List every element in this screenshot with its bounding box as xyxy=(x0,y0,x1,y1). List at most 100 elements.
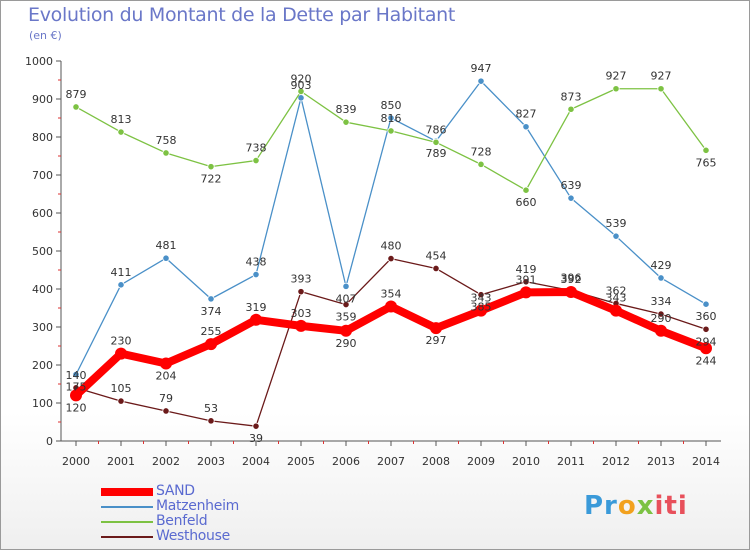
data-label-sand: 391 xyxy=(516,273,537,286)
data-point-matzenheim xyxy=(207,295,215,303)
chart-data-labels: 120 230 204 255 319 303 290 354 297 343 391 392 343 2… xyxy=(66,62,717,445)
y-tick-label: 400 xyxy=(32,283,53,296)
data-label-matzenheim: 481 xyxy=(156,239,177,252)
y-tick-label: 100 xyxy=(32,397,53,410)
data-point-westhouse xyxy=(702,325,710,333)
data-label-benfeld: 722 xyxy=(201,173,222,186)
data-point-westhouse xyxy=(432,264,440,273)
data-point-matzenheim xyxy=(342,282,350,290)
data-point-sand xyxy=(385,300,397,313)
x-tick-label: 2004 xyxy=(242,455,270,468)
data-point-matzenheim xyxy=(522,123,530,131)
data-label-matzenheim: 903 xyxy=(291,79,312,92)
chart-subtitle: (en €) xyxy=(29,29,62,42)
y-tick-label: 300 xyxy=(32,321,53,334)
data-label-westhouse: 105 xyxy=(111,382,132,395)
data-point-benfeld xyxy=(297,87,305,96)
data-label-benfeld: 813 xyxy=(111,113,132,126)
data-label-benfeld: 816 xyxy=(381,112,402,125)
proxiti-logo: Proxiti xyxy=(584,491,688,521)
data-point-benfeld xyxy=(477,160,485,168)
data-label-westhouse: 140 xyxy=(66,369,87,382)
chart-title: Evolution du Montant de la Dette par Hab… xyxy=(28,4,456,26)
data-point-sand xyxy=(655,324,667,337)
x-tick-label: 2011 xyxy=(557,455,585,468)
legend-label: Matzenheim xyxy=(156,498,239,514)
data-label-benfeld: 765 xyxy=(696,156,717,169)
data-label-sand: 244 xyxy=(696,354,717,367)
data-point-sand xyxy=(475,304,487,317)
y-tick-label: 200 xyxy=(32,359,53,372)
data-label-benfeld: 728 xyxy=(471,145,492,158)
data-label-westhouse: 480 xyxy=(381,240,402,253)
data-point-benfeld xyxy=(612,85,620,93)
data-label-sand: 319 xyxy=(246,301,267,314)
legend-swatch xyxy=(101,536,153,538)
x-tick-label: 2012 xyxy=(602,455,630,468)
data-label-benfeld: 873 xyxy=(561,90,582,103)
data-point-matzenheim xyxy=(657,274,665,282)
x-tick-label: 2005 xyxy=(287,455,315,468)
data-label-westhouse: 79 xyxy=(159,392,173,405)
x-tick-label: 2013 xyxy=(647,455,675,468)
data-point-westhouse xyxy=(252,422,260,430)
y-tick-label: 800 xyxy=(32,131,53,144)
data-label-benfeld: 927 xyxy=(606,70,627,83)
data-label-matzenheim: 411 xyxy=(111,266,132,279)
data-point-matzenheim xyxy=(162,254,170,262)
data-point-matzenheim xyxy=(252,270,260,279)
data-label-westhouse: 396 xyxy=(561,272,582,285)
data-label-sand: 392 xyxy=(561,273,582,286)
data-label-westhouse: 294 xyxy=(696,335,717,348)
data-label-matzenheim: 429 xyxy=(651,259,672,272)
data-point-sand xyxy=(430,322,442,335)
data-point-matzenheim xyxy=(702,300,710,308)
data-point-matzenheim xyxy=(72,370,80,379)
data-label-benfeld: 786 xyxy=(426,123,447,136)
data-label-benfeld: 920 xyxy=(291,72,312,85)
data-point-westhouse xyxy=(162,407,170,415)
data-point-benfeld xyxy=(117,128,125,136)
data-point-westhouse xyxy=(387,255,395,263)
x-tick-label: 2007 xyxy=(377,455,405,468)
data-point-benfeld xyxy=(702,146,710,154)
data-point-sand xyxy=(295,319,307,332)
data-label-matzenheim: 374 xyxy=(201,305,222,318)
data-label-sand: 230 xyxy=(111,335,132,348)
legend-label: SAND xyxy=(156,483,195,499)
data-point-benfeld xyxy=(162,149,170,157)
data-point-westhouse xyxy=(207,417,215,425)
data-point-westhouse xyxy=(657,310,665,318)
data-label-benfeld: 927 xyxy=(651,70,672,83)
data-point-sand xyxy=(610,304,622,317)
data-point-matzenheim xyxy=(387,114,395,122)
data-label-matzenheim: 407 xyxy=(336,292,357,305)
data-point-benfeld xyxy=(252,156,260,165)
chart-series xyxy=(70,77,712,430)
y-tick-label: 900 xyxy=(32,93,53,106)
data-point-benfeld xyxy=(432,138,440,146)
data-point-sand xyxy=(520,286,532,299)
y-tick-label: 1000 xyxy=(25,55,53,68)
data-point-benfeld xyxy=(567,105,575,113)
data-point-matzenheim xyxy=(567,194,575,202)
data-label-sand: 120 xyxy=(66,401,87,414)
data-point-sand xyxy=(340,324,352,337)
x-tick-label: 2001 xyxy=(107,455,135,468)
x-tick-label: 2009 xyxy=(467,455,495,468)
data-label-westhouse: 362 xyxy=(606,284,627,297)
data-label-westhouse: 359 xyxy=(336,311,357,324)
x-tick-label: 2008 xyxy=(422,455,450,468)
data-point-sand xyxy=(205,338,217,351)
data-point-matzenheim xyxy=(477,77,485,85)
data-label-sand: 297 xyxy=(426,334,447,347)
data-label-matzenheim: 360 xyxy=(696,310,717,323)
data-label-sand: 354 xyxy=(381,287,402,300)
data-point-westhouse xyxy=(342,300,350,309)
data-point-benfeld xyxy=(207,163,215,171)
data-point-sand xyxy=(700,342,712,355)
data-label-benfeld: 758 xyxy=(156,134,177,147)
data-label-westhouse: 39 xyxy=(249,432,263,445)
data-label-sand: 255 xyxy=(201,325,222,338)
data-point-sand xyxy=(565,286,577,299)
